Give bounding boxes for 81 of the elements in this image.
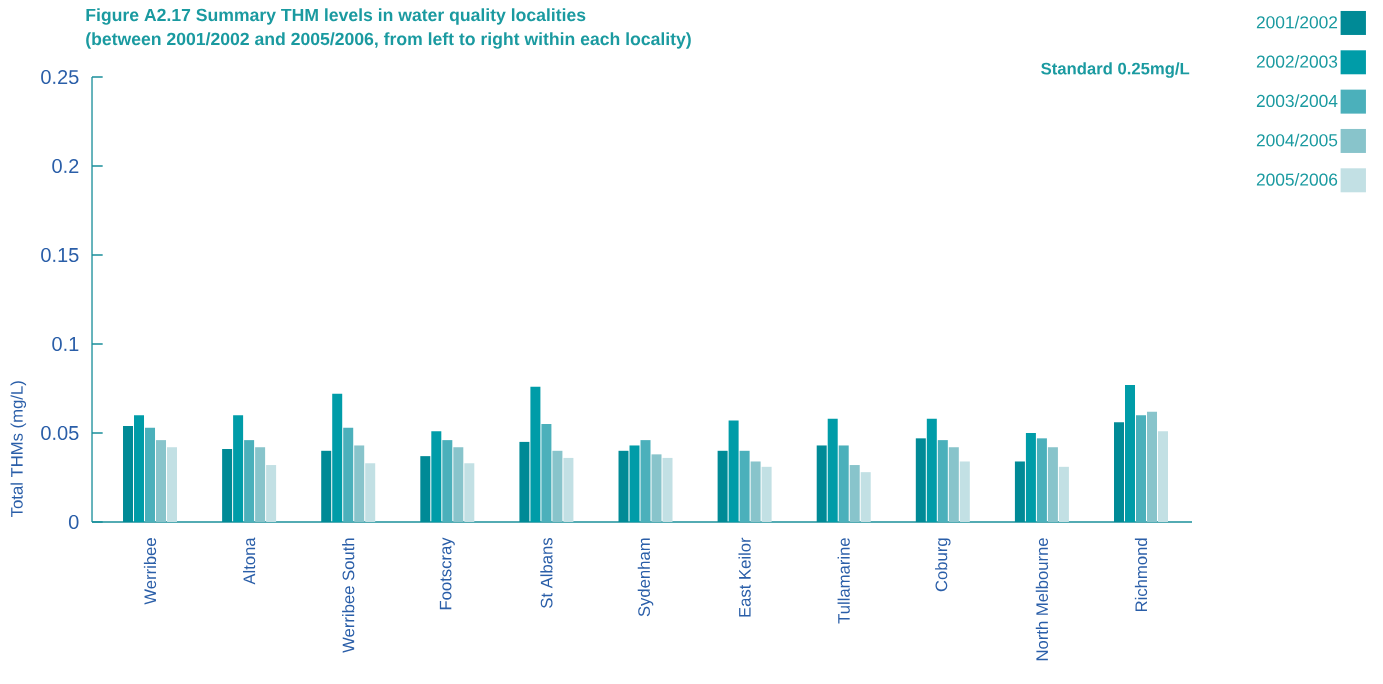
bar bbox=[156, 440, 167, 522]
bar bbox=[640, 440, 651, 522]
bar bbox=[629, 445, 640, 522]
bar bbox=[816, 445, 827, 522]
bar bbox=[464, 463, 475, 522]
bar bbox=[1036, 438, 1047, 522]
bar bbox=[860, 472, 871, 522]
x-tick-label: Footscray bbox=[439, 537, 455, 610]
bar bbox=[662, 457, 673, 522]
bar bbox=[838, 445, 849, 522]
bar bbox=[519, 441, 530, 522]
bar bbox=[134, 415, 145, 522]
x-tick-label: Tullamarine bbox=[837, 538, 850, 624]
bar bbox=[1147, 411, 1158, 522]
bar bbox=[761, 466, 772, 522]
chart-subtitle: (between 2001/2002 and 2005/2006, from left to right within each locality) bbox=[86, 32, 691, 49]
bar bbox=[1125, 384, 1136, 522]
bar bbox=[420, 456, 431, 522]
bar bbox=[167, 447, 178, 522]
bar bbox=[1158, 431, 1169, 522]
bar bbox=[552, 450, 563, 522]
x-tick-label: Coburg bbox=[935, 538, 951, 592]
bar bbox=[717, 450, 728, 522]
bar bbox=[1058, 466, 1069, 522]
legend-label: 2005/2006 bbox=[1256, 173, 1338, 186]
bar bbox=[354, 445, 365, 522]
annotation: Standard 0.25mg/L bbox=[1041, 62, 1190, 78]
bar bbox=[937, 440, 948, 522]
bar bbox=[431, 431, 442, 522]
bar bbox=[1025, 433, 1036, 522]
bar bbox=[739, 450, 750, 522]
y-tick-label: 0.15 bbox=[41, 247, 79, 263]
x-tick-label: St Albans bbox=[540, 537, 553, 608]
bar bbox=[959, 461, 970, 522]
bar bbox=[1047, 447, 1058, 522]
bar bbox=[530, 386, 541, 522]
bar bbox=[651, 454, 662, 522]
bar bbox=[266, 465, 277, 522]
legend-label: 2004/2005 bbox=[1256, 133, 1338, 147]
bar bbox=[750, 461, 761, 522]
bar bbox=[244, 440, 255, 522]
bar bbox=[728, 420, 739, 522]
bar bbox=[915, 438, 926, 522]
bar bbox=[321, 450, 332, 522]
bar bbox=[1014, 461, 1025, 522]
bar bbox=[563, 457, 574, 522]
y-tick-label: 0.1 bbox=[52, 336, 79, 352]
bar bbox=[222, 449, 233, 522]
bar bbox=[926, 418, 937, 522]
bar bbox=[827, 418, 838, 522]
legend-label: 2001/2002 bbox=[1256, 15, 1338, 29]
bar bbox=[453, 447, 464, 522]
y-tick-label: 0.2 bbox=[52, 158, 79, 174]
x-tick-label: North Melbourne bbox=[1035, 538, 1049, 661]
x-tick-label: Werribee bbox=[143, 538, 157, 605]
x-tick-label: Altona bbox=[242, 537, 256, 585]
legend-label: 2002/2003 bbox=[1256, 55, 1338, 68]
x-tick-label: East Keilor bbox=[738, 537, 751, 617]
bar bbox=[255, 447, 266, 522]
y-axis-title: Total THMs (mg/L) bbox=[10, 381, 27, 517]
bar bbox=[332, 393, 343, 522]
y-tick-label: 0.05 bbox=[41, 425, 79, 441]
bar bbox=[1114, 422, 1125, 522]
bar bbox=[343, 427, 354, 522]
x-tick-label: Richmond bbox=[1134, 538, 1148, 612]
x-tick-label: Werribee South bbox=[342, 538, 355, 653]
bar bbox=[123, 425, 134, 522]
bar bbox=[442, 440, 453, 522]
y-tick-label: 0 bbox=[68, 514, 79, 530]
bar bbox=[618, 450, 629, 522]
bar bbox=[849, 465, 860, 522]
bar bbox=[365, 463, 376, 522]
bar bbox=[541, 424, 552, 522]
y-tick-label: 0.25 bbox=[41, 69, 79, 85]
legend-label: 2003/2004 bbox=[1256, 94, 1338, 108]
bar bbox=[948, 447, 959, 522]
bar bbox=[233, 415, 244, 522]
x-tick-label: Sydenham bbox=[637, 538, 654, 617]
bar bbox=[145, 427, 156, 522]
bar bbox=[1136, 415, 1147, 522]
chart-title: Figure A2.17 Summary THM levels in water quality localities bbox=[86, 8, 586, 25]
